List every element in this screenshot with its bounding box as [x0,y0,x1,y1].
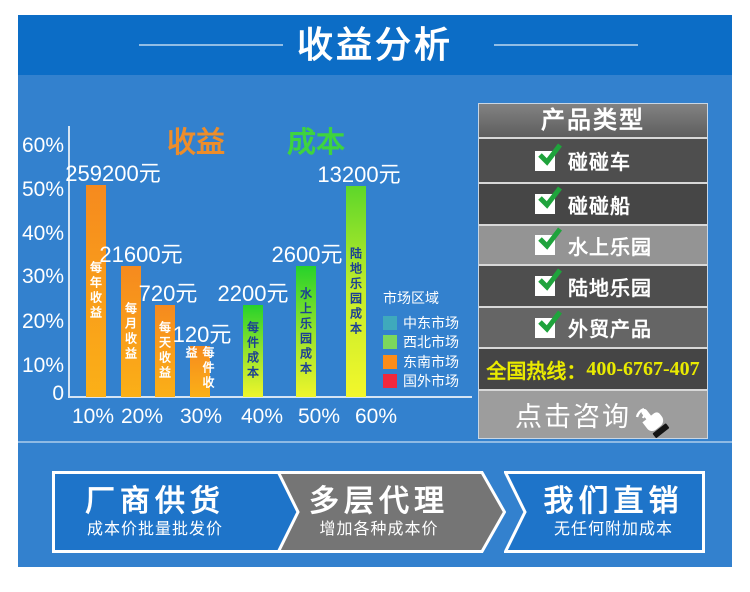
product-option-5[interactable]: 外贸产品 [479,308,707,349]
bar-caption: 每件收益 [184,346,215,391]
checkbox-checked-icon[interactable] [535,309,562,338]
checkbox-checked-icon[interactable] [535,268,562,296]
section-divider [18,441,732,443]
bar-value-label: 720元 [138,281,198,306]
product-option-label: 陆地乐园 [568,277,652,300]
bar-value-label: 120元 [172,322,232,347]
legend-item: 西北市场 [383,334,459,350]
legend-label: 西北市场 [403,334,459,350]
legend-label: 国外市场 [403,373,459,389]
checkbox-checked-icon[interactable] [535,142,562,171]
checkmark-icon [538,186,562,209]
legend-title: 市场区域 [383,290,439,306]
product-option-2[interactable]: 碰碰船 [479,184,707,226]
legend-label: 东南市场 [403,354,459,370]
content-area: 收益 成本 60% 50% 40% 30% 20% 10% 0 10% 20% 30% 40% 50… [18,75,732,567]
checkmark-icon [538,227,562,250]
bar-caption: 每件成本 [245,321,260,381]
legend-swatch-icon [383,316,397,330]
y-tick: 40% [21,222,64,245]
bar: 每件收益 [184,346,215,397]
hotline-row: 全国热线： 400-6767-407 [479,349,707,391]
product-option-4[interactable]: 陆地乐园 [479,266,707,308]
bar-value-label: 2200元 [217,281,289,306]
checkbox-checked-icon[interactable] [535,227,562,255]
bar: 每天收益 [155,305,175,397]
consult-button[interactable]: 点击咨询 [479,391,707,438]
bar-caption: 每天收益 [157,321,172,381]
bar-value-label: 21600元 [99,242,183,267]
legend-swatch-icon [383,374,397,388]
page-title: 收益分析 [296,24,453,65]
x-tick: 40% [240,405,284,428]
series-title-income: 收益 [166,127,225,159]
x-axis-line [68,396,472,398]
click-hand-icon [635,407,670,438]
legend-swatch-icon [383,355,397,369]
y-tick: 60% [21,134,64,157]
bar: 每年收益 [86,185,106,397]
bar-value-label: 13200元 [317,162,401,187]
legend-swatch-icon [383,335,397,349]
y-tick: 50% [21,178,64,201]
consult-button-label: 点击咨询 [515,402,631,432]
product-option-3[interactable]: 水上乐园 [479,226,707,266]
flow-step-1-shape [52,471,305,553]
legend-item: 中东市场 [383,315,459,331]
checkbox-checked-icon[interactable] [535,186,562,214]
x-tick: 60% [354,405,398,428]
bar: 陆地乐园成本 [346,186,366,397]
product-type-panel: 产品类型 碰碰车碰碰船水上乐园陆地乐园外贸产品 全国热线： 400-6767-4… [478,103,708,439]
bar: 每件成本 [243,305,263,397]
title-decor-line-right [494,44,638,46]
checkmark-icon [538,142,562,166]
bar-value-label: 259200元 [65,161,161,186]
y-tick: 20% [21,310,64,333]
bar-caption: 每月收益 [123,301,138,362]
x-tick: 30% [179,405,223,428]
title-decor-line-left [139,44,283,46]
product-option-label: 外贸产品 [568,319,652,341]
product-option-label: 碰碰船 [568,195,631,218]
product-option-1[interactable]: 碰碰车 [479,139,707,184]
y-tick: 10% [21,354,64,377]
series-title-cost: 成本 [286,127,345,159]
bar-caption: 水上乐园成本 [298,286,313,377]
hotline-label: 全国热线： [486,360,587,383]
legend-item: 国外市场 [383,373,459,389]
bar: 每月收益 [121,266,141,397]
x-tick: 10% [71,405,115,428]
product-panel-title: 产品类型 [479,104,707,139]
flow-step-2-shape [277,471,506,553]
product-option-label: 碰碰车 [568,152,631,174]
y-tick: 0 [52,382,64,405]
legend-label: 中东市场 [403,315,459,331]
bar: 水上乐园成本 [296,266,316,397]
checkmark-icon [538,268,562,291]
x-tick: 20% [120,405,164,428]
bar-caption: 陆地乐园成本 [348,246,363,337]
flow-step-3-shape [504,471,705,553]
checkmark-icon [538,309,562,333]
y-axis-line [68,126,70,397]
page-header: 收益分析 [18,15,732,75]
bar-value-label: 2600元 [271,242,343,267]
y-tick: 30% [21,265,64,288]
x-tick: 50% [297,405,341,428]
product-option-label: 水上乐园 [568,236,652,259]
hotline-number: 400-6767-407 [586,357,700,380]
bar-caption: 每年收益 [88,261,103,321]
legend-item: 东南市场 [383,354,459,370]
